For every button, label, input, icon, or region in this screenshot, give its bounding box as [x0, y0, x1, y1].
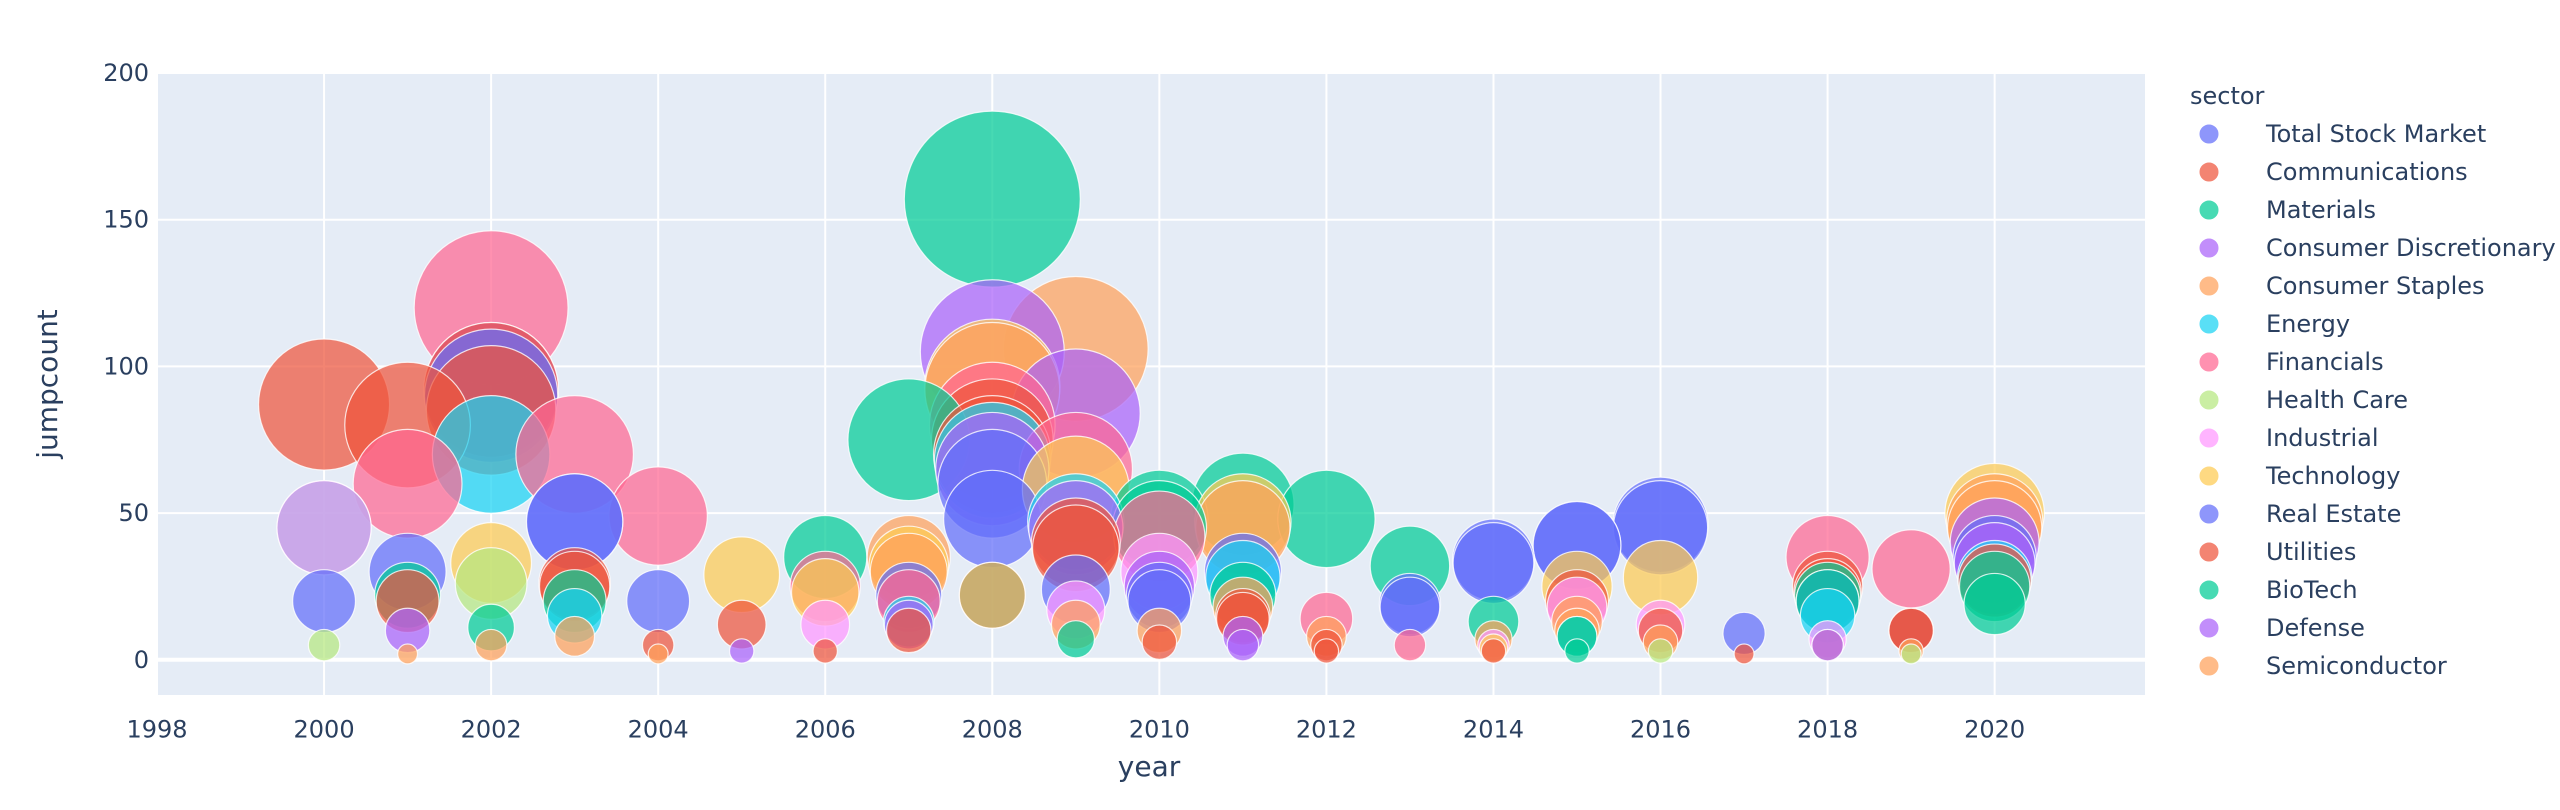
legend-marker	[2198, 503, 2220, 525]
x-tick-label: 2020	[1964, 716, 2025, 744]
legend-marker	[2198, 275, 2220, 297]
bubble-point[interactable]	[1871, 529, 1951, 609]
x-tick-label: 2016	[1630, 716, 1691, 744]
bubble-point[interactable]	[728, 638, 755, 664]
legend-marker	[2198, 123, 2220, 145]
bubble-point[interactable]	[812, 638, 838, 664]
x-tick-label: 2012	[1296, 716, 1357, 744]
legend-marker	[2198, 617, 2220, 639]
bubble-point[interactable]	[1277, 469, 1376, 569]
legend-marker	[2198, 237, 2220, 259]
bubble-point[interactable]	[1056, 620, 1096, 659]
legend-marker	[2198, 161, 2220, 183]
legend-label: Utilities	[2266, 538, 2356, 566]
bubble-point[interactable]	[608, 466, 708, 566]
bubble-point[interactable]	[1452, 522, 1535, 604]
y-tick-label: 100	[103, 352, 149, 380]
legend-label: Materials	[2266, 196, 2376, 224]
x-tick-label: 2010	[1129, 716, 1190, 744]
x-tick-label: 1998	[126, 716, 187, 744]
bubble-point[interactable]	[1963, 572, 2026, 636]
bubble-point[interactable]	[1393, 628, 1427, 662]
bubble-point[interactable]	[276, 480, 372, 576]
x-tick-label: 2004	[628, 716, 689, 744]
legend-label: Defense	[2266, 614, 2365, 642]
x-tick-label: 2006	[795, 716, 856, 744]
bubble-point[interactable]	[307, 628, 341, 662]
bubble-point[interactable]	[1733, 643, 1755, 665]
axis-layer: 1998 2000 2002 2004 2006 2008 2010 2012 2014 2016…	[103, 59, 2025, 744]
legend-label: BioTech	[2266, 576, 2358, 604]
bubble-point[interactable]	[1900, 643, 1922, 665]
legend-label: Communications	[2266, 158, 2468, 186]
bubble-point[interactable]	[647, 643, 669, 665]
y-tick-label: 150	[103, 206, 149, 234]
bubble-point[interactable]	[554, 615, 596, 657]
legend-label: Technology	[2265, 462, 2400, 490]
x-tick-label: 2000	[294, 716, 355, 744]
bubble-point[interactable]	[903, 110, 1081, 288]
legend-label: Consumer Staples	[2266, 272, 2485, 300]
legend-marker	[2198, 465, 2220, 487]
bubble-point[interactable]	[958, 561, 1026, 629]
bubble-point[interactable]	[397, 643, 419, 665]
legend-marker	[2198, 389, 2220, 411]
y-tick-label: 200	[103, 59, 149, 87]
legend-marker	[2198, 313, 2220, 335]
bubble-point[interactable]	[1226, 628, 1260, 662]
y-tick-label: 50	[118, 499, 149, 527]
legend-marker	[2198, 351, 2220, 373]
legend-marker	[2198, 199, 2220, 221]
legend-label: Industrial	[2266, 424, 2379, 452]
legend-marker	[2198, 655, 2220, 677]
legend-label: Consumer Discretionary	[2266, 234, 2556, 262]
bubble-point[interactable]	[626, 569, 691, 634]
bubble-point[interactable]	[1811, 628, 1844, 662]
legend-marker	[2198, 427, 2220, 449]
y-axis-title: jumpcount	[31, 309, 64, 460]
legend-label: Real Estate	[2266, 500, 2401, 528]
legend-label: Semiconductor	[2266, 652, 2447, 680]
y-tick-label: 0	[134, 646, 149, 674]
x-tick-label: 2002	[461, 716, 522, 744]
bubble-point[interactable]	[1480, 638, 1507, 664]
legend-label: Energy	[2266, 310, 2350, 338]
bubble-point[interactable]	[1564, 638, 1590, 664]
bubble-point[interactable]	[474, 628, 508, 662]
x-tick-label: 2018	[1797, 716, 1858, 744]
legend-label: Financials	[2266, 348, 2384, 376]
bubble-point[interactable]	[292, 569, 357, 634]
legend: sector Total Stock Market Communications M…	[2190, 82, 2556, 680]
bubble-point[interactable]	[1379, 576, 1441, 638]
x-axis-title: year	[1118, 750, 1181, 783]
bubble-point[interactable]	[1313, 638, 1340, 664]
bubble-point[interactable]	[885, 607, 932, 654]
legend-label: Health Care	[2266, 386, 2408, 414]
bubble-point[interactable]	[1647, 638, 1674, 664]
bubble-point[interactable]	[1141, 624, 1178, 660]
legend-label: Total Stock Market	[2265, 120, 2486, 148]
bubble-layer[interactable]	[257, 110, 2045, 665]
x-tick-label: 2008	[962, 716, 1023, 744]
legend-title: sector	[2190, 82, 2265, 110]
bubble-point[interactable]	[943, 469, 1042, 569]
legend-marker	[2198, 541, 2220, 563]
x-tick-label: 2014	[1463, 716, 1524, 744]
legend-marker	[2198, 579, 2220, 601]
